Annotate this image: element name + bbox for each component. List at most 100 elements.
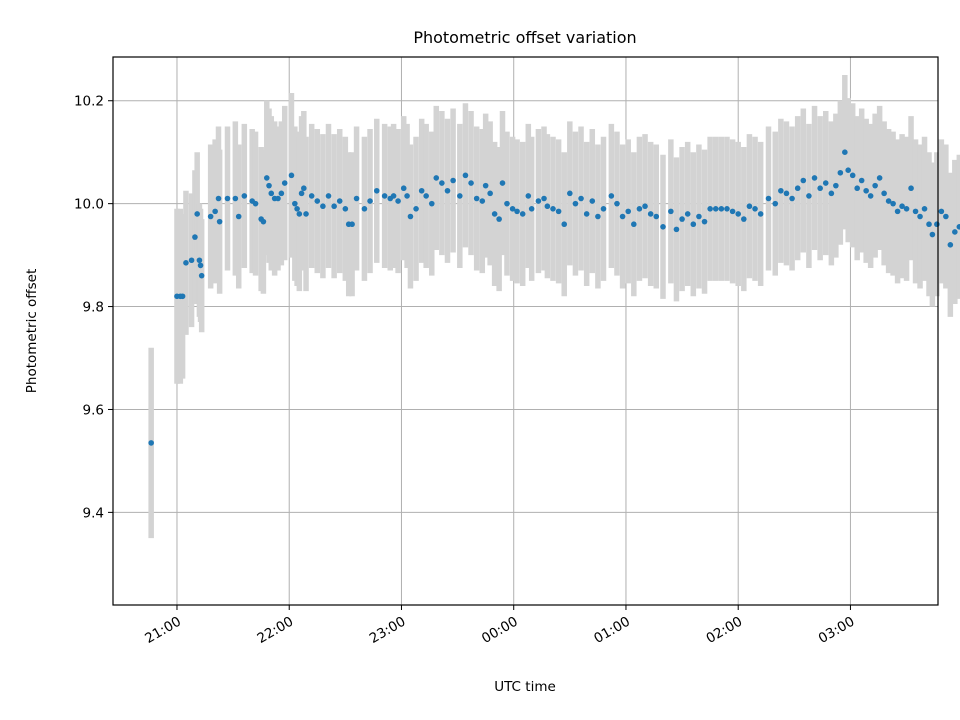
data-point	[876, 175, 883, 181]
data-point	[600, 205, 607, 212]
data-point	[917, 213, 923, 220]
data-point	[561, 221, 568, 228]
data-point	[413, 205, 419, 212]
data-point	[457, 193, 463, 199]
data-point	[188, 257, 195, 264]
data-point	[735, 211, 742, 217]
data-point	[196, 257, 203, 264]
data-point	[400, 185, 407, 192]
data-point	[308, 193, 315, 199]
data-point	[772, 200, 779, 207]
data-point	[619, 213, 626, 220]
data-point	[899, 203, 905, 210]
data-point	[684, 211, 691, 217]
data-point	[765, 195, 772, 202]
data-point	[903, 205, 910, 212]
y-tick-label: 9.6	[83, 402, 104, 418]
data-point	[482, 182, 489, 189]
data-point	[712, 205, 719, 212]
data-point	[294, 205, 300, 212]
data-point	[450, 177, 456, 184]
data-point	[496, 216, 502, 222]
data-point	[926, 221, 932, 228]
data-point	[148, 440, 154, 446]
data-point	[757, 211, 764, 217]
data-point	[583, 211, 590, 217]
data-point	[252, 200, 259, 207]
data-point	[938, 208, 945, 215]
data-point	[183, 260, 189, 266]
data-point	[837, 169, 844, 176]
data-point	[390, 193, 397, 199]
data-point	[822, 180, 829, 186]
data-point	[509, 205, 516, 212]
y-tick-label: 9.8	[83, 300, 104, 316]
data-point	[833, 182, 839, 189]
x-axis-label: UTC time	[494, 679, 556, 695]
data-point	[266, 182, 272, 189]
data-point	[647, 211, 654, 217]
data-point	[212, 208, 218, 215]
data-point	[952, 229, 958, 235]
data-point	[929, 231, 936, 238]
data-point	[179, 293, 186, 300]
data-point	[519, 211, 526, 217]
data-point	[535, 198, 542, 204]
data-point	[789, 195, 795, 202]
data-point	[817, 185, 823, 192]
data-point	[908, 185, 914, 192]
data-point	[555, 208, 562, 215]
data-point	[296, 211, 303, 217]
data-point	[550, 205, 556, 212]
data-point	[320, 203, 326, 210]
data-point	[636, 205, 643, 212]
data-point	[729, 208, 736, 215]
data-point	[885, 198, 892, 204]
data-point	[567, 190, 573, 197]
data-point	[783, 190, 790, 197]
data-point	[872, 182, 878, 189]
data-points	[148, 149, 960, 446]
data-point	[854, 185, 860, 192]
data-point	[462, 172, 469, 179]
data-point	[314, 198, 321, 204]
data-point	[631, 221, 637, 228]
data-point	[741, 216, 747, 222]
data-point	[263, 175, 270, 181]
data-point	[849, 172, 856, 179]
data-point	[198, 272, 205, 279]
data-point	[367, 198, 373, 204]
chart-title: Photometric offset variation	[413, 28, 636, 47]
data-point	[956, 224, 960, 230]
data-point	[828, 190, 835, 197]
data-point	[361, 205, 368, 212]
data-point	[653, 213, 660, 220]
data-point	[331, 203, 337, 210]
data-point	[912, 208, 919, 215]
data-point	[232, 195, 239, 202]
data-point	[528, 205, 535, 212]
data-point	[867, 193, 874, 199]
data-point	[890, 200, 896, 207]
data-point	[696, 213, 702, 220]
data-point	[943, 213, 949, 220]
data-point	[499, 180, 506, 186]
data-point	[473, 195, 480, 202]
data-point	[718, 205, 725, 212]
data-point	[288, 172, 295, 179]
data-point	[487, 190, 493, 197]
data-point	[811, 175, 818, 181]
data-point	[404, 193, 410, 199]
data-point	[216, 218, 223, 225]
data-point	[381, 193, 388, 199]
data-point	[690, 221, 697, 228]
y-tick-label: 10.0	[74, 197, 104, 213]
data-point	[673, 226, 680, 233]
data-point	[794, 185, 801, 192]
data-point	[724, 205, 730, 212]
data-point	[479, 198, 486, 204]
data-point	[292, 200, 298, 207]
data-point	[241, 193, 248, 199]
data-point	[395, 198, 401, 204]
